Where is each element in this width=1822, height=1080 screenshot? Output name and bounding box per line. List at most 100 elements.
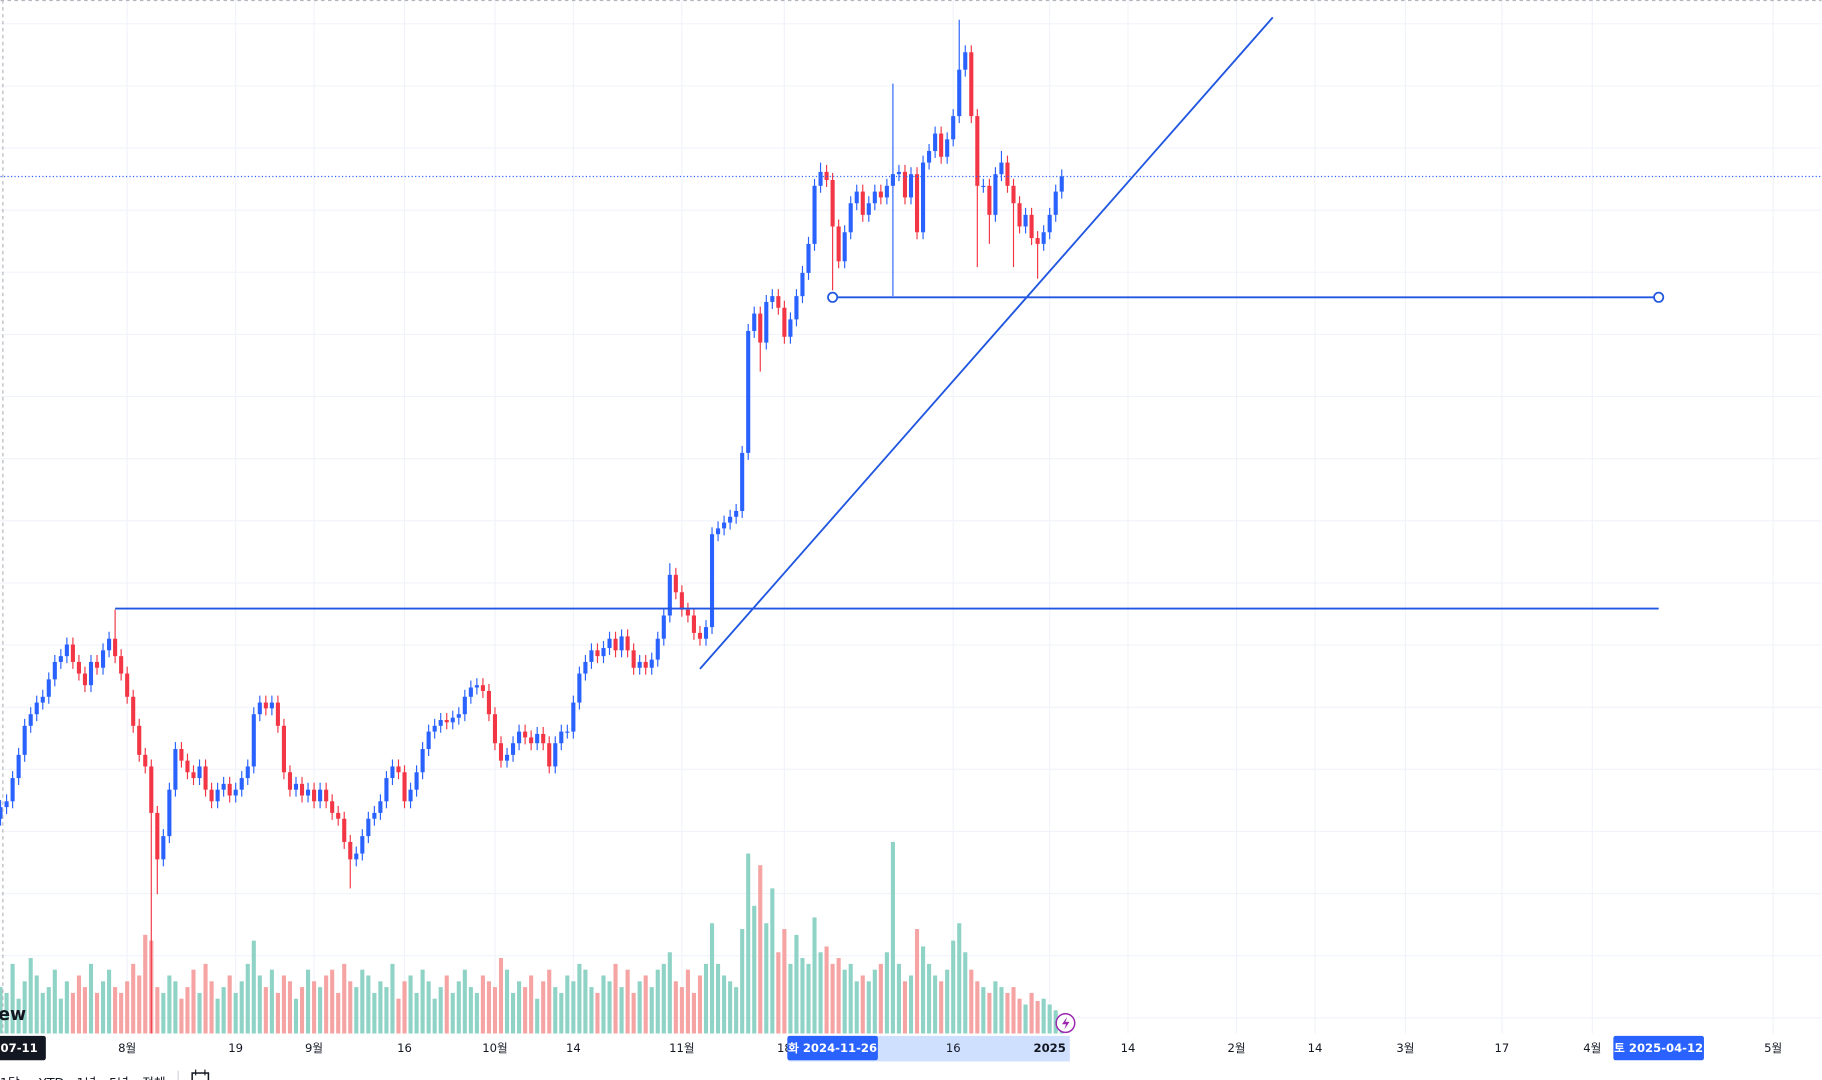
volume-bar [22, 981, 27, 1034]
volume-bar [890, 841, 895, 1034]
volume-bar [824, 946, 829, 1034]
volume-bar [287, 981, 293, 1034]
candle-body [173, 749, 178, 790]
candle-pane [0, 19, 1064, 1034]
volume-bar [131, 963, 136, 1034]
volume-bar [975, 981, 980, 1034]
candle-body [908, 174, 914, 198]
range-button[interactable]: 전체 [142, 1076, 166, 1080]
candle-body [143, 754, 148, 767]
volume-bar [728, 981, 733, 1034]
candle-body [643, 661, 648, 668]
volume-bar [571, 981, 576, 1034]
range-button[interactable]: 5년 [109, 1076, 129, 1080]
candle-body [348, 841, 353, 860]
volume-bar [312, 981, 317, 1034]
volume-bar [486, 981, 491, 1034]
volume-bar [878, 963, 883, 1034]
range-button[interactable]: 1달 [0, 1076, 20, 1080]
candle-body [372, 812, 377, 819]
volume-bar [613, 963, 618, 1034]
candle-body [113, 638, 118, 657]
volume-bar [366, 975, 371, 1034]
candle-body [100, 650, 106, 668]
candle-body [203, 766, 208, 790]
volume-bar [125, 981, 130, 1034]
volume-bar [402, 981, 407, 1034]
range-button[interactable]: YTD [38, 1076, 65, 1080]
volume-bar [866, 981, 871, 1034]
volume-bar [203, 963, 208, 1034]
candle-body [993, 174, 998, 215]
candle-body [595, 650, 600, 657]
candle-body [866, 203, 871, 215]
volume-bar [541, 981, 546, 1034]
volume-bar [245, 963, 250, 1034]
volume-bar [94, 992, 100, 1034]
volume-bar [209, 981, 214, 1034]
volume-bar [185, 987, 190, 1034]
x-tick-label: 2025 [1034, 1041, 1066, 1055]
volume-bar [456, 981, 461, 1034]
volume-bar [100, 981, 106, 1034]
candle-body [293, 783, 299, 790]
candle-body [788, 319, 793, 337]
volume-bar [82, 987, 88, 1034]
volume-bar [64, 981, 69, 1034]
volume-bar [1047, 1004, 1052, 1034]
candle-body [679, 592, 684, 610]
candle-body [987, 185, 992, 215]
candle-body [884, 185, 889, 198]
volume-bar [776, 952, 781, 1034]
candle-body [414, 772, 419, 790]
bolt-icon[interactable] [1055, 1013, 1076, 1034]
candle-body [860, 191, 865, 215]
volume-bar [227, 975, 232, 1034]
x-marker-label: 화 2024-11-26 [788, 1041, 877, 1055]
candle-body [709, 534, 715, 628]
candle-body [330, 801, 335, 813]
candle-body [396, 766, 401, 773]
volume-bar [758, 865, 763, 1034]
candle-body [523, 731, 528, 738]
trend-line[interactable] [699, 16, 1274, 670]
candle-body [746, 330, 751, 453]
candle-body [420, 749, 425, 773]
volume-bar [88, 963, 94, 1034]
candle-body [462, 696, 467, 715]
candle-body [559, 731, 564, 744]
candle-body [167, 789, 172, 837]
range-button[interactable]: 1년 [77, 1076, 97, 1080]
candle-body [336, 812, 341, 819]
calendar-icon[interactable] [191, 1069, 210, 1080]
volume-bar [40, 992, 45, 1034]
volume-bar [927, 963, 932, 1034]
candle-body [155, 812, 160, 860]
candle-body [842, 232, 847, 262]
candle-body [444, 720, 449, 723]
candle-body [64, 644, 69, 657]
candle-body [607, 638, 612, 648]
volume-bar [993, 981, 998, 1034]
candle-body [456, 714, 461, 718]
candle-body [432, 725, 437, 732]
volume-bar [324, 975, 329, 1034]
volume-bar [842, 969, 847, 1034]
volume-bar [76, 975, 81, 1034]
candle-body [601, 648, 606, 657]
candle-body [571, 702, 576, 732]
x-tick-label: 19 [228, 1041, 243, 1055]
drawing-handle[interactable] [827, 291, 839, 303]
volume-bar [697, 975, 703, 1034]
volume-bar [263, 987, 268, 1034]
candle-body [933, 133, 938, 151]
volume-bar [119, 992, 124, 1034]
candle-body [221, 783, 226, 790]
x-tick-label: 10월 [482, 1041, 507, 1055]
candle-body [227, 783, 232, 796]
volume-bar [480, 975, 485, 1034]
volume-bar [625, 969, 630, 1034]
candle-body [161, 836, 166, 860]
candle-body [378, 801, 383, 813]
drawing-handle[interactable] [1653, 291, 1665, 303]
